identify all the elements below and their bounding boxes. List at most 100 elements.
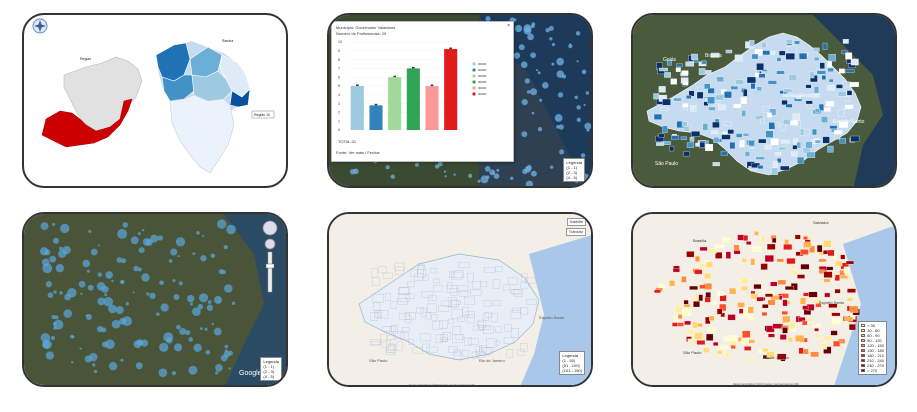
- heatmap-cell: [696, 340, 706, 345]
- pan-control-icon[interactable]: [262, 220, 278, 236]
- satellite-toggle[interactable]: Satélite: [566, 218, 586, 226]
- bar[interactable]: [388, 77, 402, 130]
- legend-swatch: [472, 74, 476, 78]
- bubble: [89, 352, 98, 362]
- bar[interactable]: [369, 105, 383, 130]
- popup-footer[interactable]: Fonte: Ver mais / Fechar: [336, 150, 380, 155]
- heatmap-cell: [844, 316, 853, 322]
- municipality-outlines: [370, 262, 537, 360]
- heatmap-cell: [766, 351, 775, 358]
- municipality-outline: [513, 289, 523, 297]
- bubble: [444, 175, 447, 178]
- municipality-cell: [664, 72, 671, 78]
- municipality-cell: [785, 39, 793, 45]
- municipality-outline: [472, 281, 481, 290]
- bubble: [202, 235, 205, 238]
- map-zoom-control[interactable]: [260, 218, 280, 298]
- legend-label: 00000: [478, 68, 487, 72]
- heatmap-cell: [684, 320, 691, 325]
- municipality-cell: [767, 112, 772, 118]
- municipality-outline: [484, 266, 496, 273]
- bubble: [150, 234, 159, 243]
- municipality-cell: [805, 84, 812, 89]
- municipality-cell: [708, 106, 716, 111]
- bubble: [329, 177, 331, 180]
- heatmap-cell: [832, 317, 841, 325]
- municipality-cell: [676, 63, 683, 68]
- municipality-cell: [813, 47, 820, 52]
- heatmap-cell: [830, 330, 838, 336]
- legend-item: (1 - 1): [263, 364, 275, 369]
- municipality-outline: [475, 346, 482, 355]
- municipality-outline: [452, 334, 463, 344]
- heatmap-cell: [727, 314, 736, 321]
- municipality-cell: [681, 121, 688, 127]
- bubble: [537, 126, 543, 132]
- bar[interactable]: [425, 86, 439, 130]
- municipality-outline: [510, 310, 521, 319]
- map-legend: Legenda (1 - 1) (2 - 3) (4 - 5): [260, 357, 282, 381]
- municipality-outline: [391, 325, 398, 334]
- heatmap-cell: [658, 283, 665, 289]
- municipality-outline: [510, 288, 520, 294]
- bubble: [224, 349, 228, 353]
- bubble: [120, 280, 124, 284]
- legend-label: 00000: [478, 62, 487, 66]
- municipality-cell: [785, 103, 793, 108]
- legend-label: 180 - 210: [867, 353, 884, 358]
- municipality-cell: [778, 50, 786, 56]
- municipality-cell: [806, 151, 816, 159]
- bubble: [521, 131, 528, 138]
- bubble: [64, 293, 72, 301]
- municipality-cell: [686, 142, 695, 148]
- bubble: [530, 24, 535, 29]
- bubble: [79, 347, 82, 350]
- municipality-outline: [428, 295, 437, 301]
- heatmap-cell: [764, 255, 774, 263]
- municipality-cell: [819, 62, 825, 69]
- legend-item: 240 - 270: [861, 363, 884, 368]
- traffic-toggle[interactable]: Trânsito: [565, 228, 586, 236]
- municipality-outline: [479, 345, 487, 353]
- y-tick-label: 2: [338, 111, 340, 115]
- bubble: [160, 303, 169, 312]
- municipality-cell: [774, 152, 782, 156]
- municipality-cell: [772, 161, 778, 168]
- bar[interactable]: [406, 68, 420, 130]
- municipality-outline: [435, 334, 443, 343]
- municipality-outline: [450, 299, 459, 308]
- bubble: [78, 280, 86, 288]
- map-label: São Paulo: [369, 358, 388, 363]
- bubble: [59, 246, 63, 251]
- municipality-outline: [388, 344, 396, 353]
- bubble: [527, 33, 534, 41]
- bubble: [539, 98, 543, 102]
- municipality-outline: [441, 300, 452, 307]
- bubble: [575, 31, 581, 36]
- municipality-outline: [381, 339, 391, 348]
- municipality-outline: [405, 293, 415, 299]
- municipality-outline: [480, 281, 487, 288]
- zoom-slider[interactable]: [267, 251, 273, 293]
- navigation-compass-icon[interactable]: [32, 18, 48, 34]
- bar[interactable]: [444, 49, 458, 130]
- legend-label: 60 - 90: [867, 333, 880, 338]
- y-tick-label: 9: [338, 49, 340, 53]
- bubble: [486, 175, 490, 179]
- error-bar: [430, 84, 434, 86]
- heatmap-cell: [749, 357, 754, 362]
- zoom-center-icon[interactable]: [264, 238, 276, 250]
- legend-item: (1 - 50): [562, 358, 576, 363]
- heatmap-cell: [823, 240, 832, 248]
- bar[interactable]: [350, 86, 364, 130]
- municipality-cell: [828, 54, 836, 62]
- zoom-handle[interactable]: [265, 263, 275, 269]
- bubble: [53, 290, 57, 294]
- municipality-cell: [729, 142, 736, 150]
- municipality-cell: [794, 40, 800, 45]
- close-icon[interactable]: ×: [507, 23, 510, 29]
- bubble: [111, 319, 121, 329]
- legend-item: 90 - 120: [861, 338, 884, 343]
- legend-item: 180 - 210: [861, 353, 884, 358]
- bubble: [175, 324, 181, 330]
